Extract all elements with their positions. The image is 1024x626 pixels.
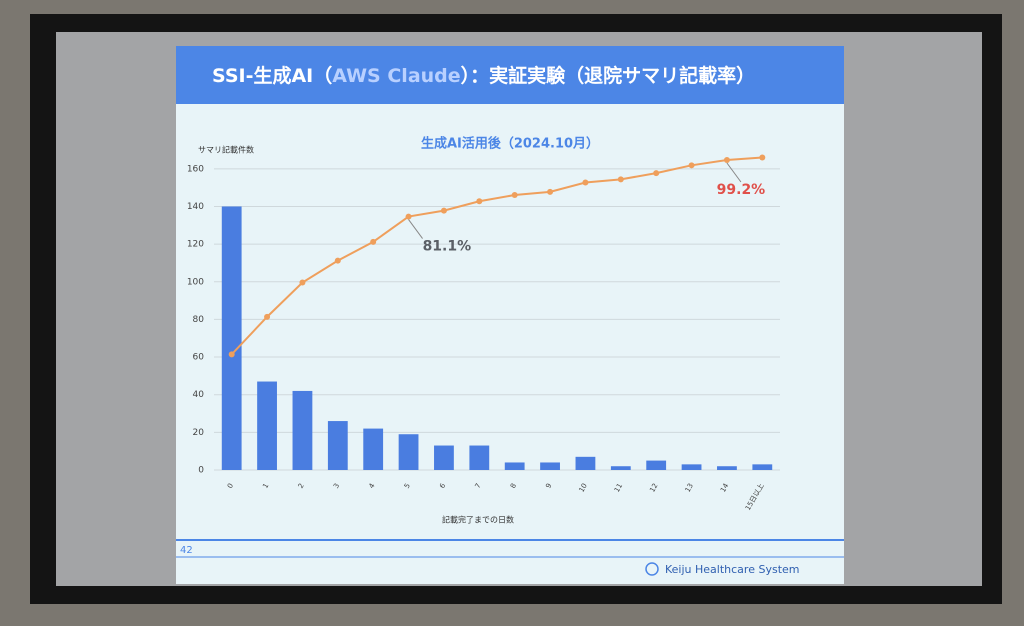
x-axis-label: 記載完了までの日数 — [442, 515, 514, 525]
x-tick-label: 9 — [544, 482, 553, 490]
title-part: ）：実証実験（退院サマリ記載率） — [461, 64, 756, 87]
x-tick-label: 7 — [474, 482, 483, 490]
line-point — [582, 179, 589, 186]
line-point — [228, 351, 235, 358]
label-leader — [408, 219, 423, 239]
x-tick-label: 5 — [403, 482, 412, 490]
label-leader — [726, 162, 742, 183]
line-point — [476, 198, 483, 205]
line-point — [370, 238, 377, 245]
line-point — [264, 313, 271, 320]
bar — [540, 462, 560, 470]
line-point — [511, 192, 518, 198]
slide — [176, 46, 844, 584]
y-tick-label: 20 — [193, 428, 205, 438]
x-tick-label: 1 — [261, 482, 270, 490]
bar — [221, 206, 242, 470]
y-tick-label: 140 — [187, 202, 204, 212]
bar — [575, 456, 596, 470]
line-point — [299, 279, 306, 286]
value-label: 99.2% — [717, 182, 766, 198]
bar — [504, 462, 525, 470]
bar — [398, 434, 419, 470]
y-axis-label: サマリ記載件数 — [198, 145, 254, 155]
chart-title: 生成AI活用後（2024.10月） — [421, 136, 599, 152]
slide-header — [176, 46, 844, 104]
x-tick-label: 2 — [297, 482, 306, 490]
bar — [610, 466, 631, 470]
line-point — [547, 188, 554, 195]
x-tick-label: 4 — [367, 482, 376, 490]
line-point — [759, 154, 766, 161]
y-tick-label: 80 — [193, 315, 205, 325]
bar — [752, 464, 773, 470]
line — [230, 156, 763, 356]
value-label: 81.1% — [423, 239, 472, 255]
bar — [434, 445, 454, 470]
page-number: 42 — [180, 545, 193, 556]
bar — [646, 460, 667, 470]
bar — [363, 428, 384, 470]
line-point — [334, 257, 341, 264]
bar — [257, 381, 277, 470]
y-tick-label: 0 — [198, 466, 204, 476]
x-tick-label: 10 — [578, 482, 589, 494]
bar — [327, 421, 348, 470]
x-tick-label: 0 — [226, 482, 235, 490]
bar — [292, 390, 313, 470]
bar — [469, 445, 490, 470]
y-tick-label: 100 — [187, 277, 204, 287]
x-tick-label: 14 — [719, 482, 731, 494]
title-part: AWS Claude — [332, 65, 460, 87]
y-tick-label: 40 — [193, 390, 205, 400]
y-tick-label: 60 — [193, 353, 205, 363]
title-part: SSI-生成AI（ — [212, 64, 332, 87]
x-tick-label: 13 — [684, 482, 695, 494]
bar — [717, 466, 737, 470]
line-point — [617, 176, 624, 183]
x-tick-label: 3 — [332, 482, 341, 490]
line-point — [405, 213, 412, 220]
line-point — [723, 157, 730, 163]
bar — [681, 464, 702, 470]
x-tick-label: 12 — [648, 482, 659, 494]
line-point — [440, 207, 447, 214]
slide-title: SSI-生成AI（AWS Claude）：実証実験（退院サマリ記載率） — [212, 64, 755, 87]
line-point — [688, 162, 695, 169]
y-tick-label: 160 — [187, 164, 204, 174]
logo — [645, 562, 659, 576]
x-tick-label: 6 — [438, 482, 447, 490]
line-point — [653, 170, 660, 177]
x-tick-label: 8 — [509, 482, 518, 490]
footer-text: Keiju Healthcare System — [665, 563, 800, 576]
y-tick-label: 120 — [187, 240, 204, 250]
x-tick-label: 11 — [613, 482, 624, 494]
